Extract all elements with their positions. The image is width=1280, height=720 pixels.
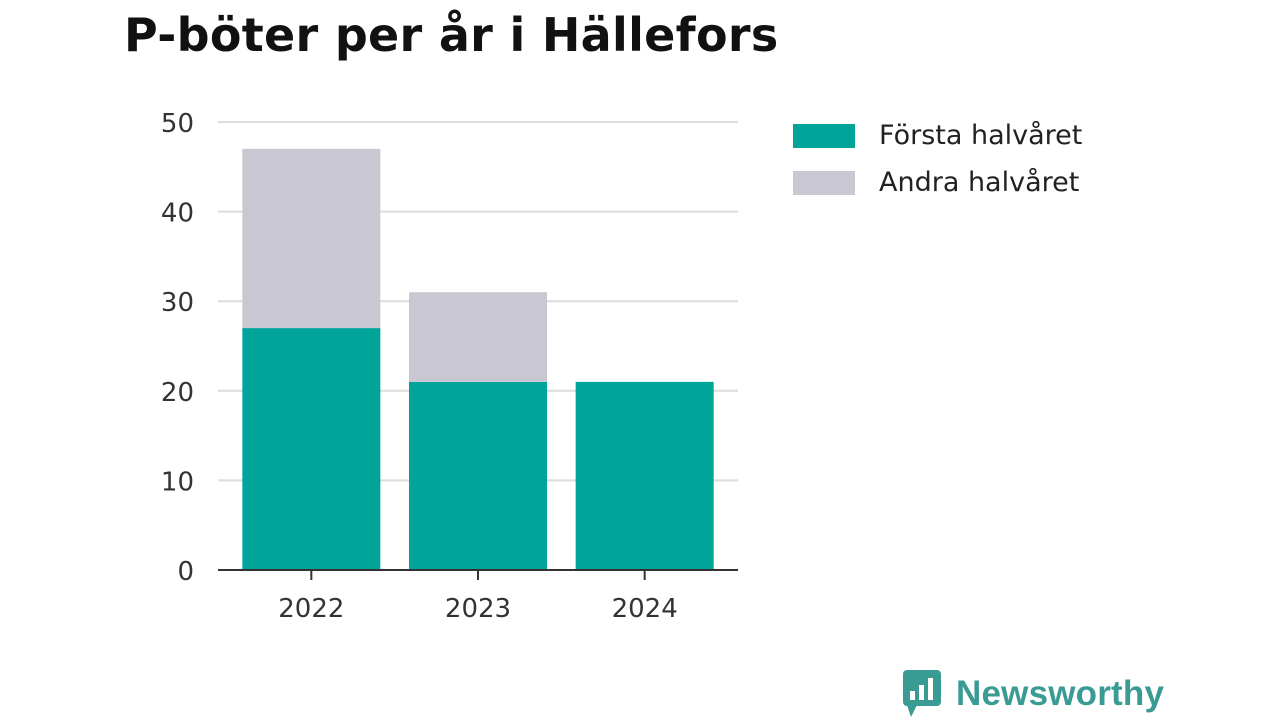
bars	[242, 148, 714, 570]
x-tick-label-2023: 2023	[445, 594, 511, 624]
bar-2022-forsta	[242, 328, 381, 570]
legend-item-andra: Andra halvåret	[793, 159, 1082, 206]
y-tick-label: 50	[161, 109, 194, 139]
x-axis	[218, 569, 738, 580]
bar-chart-speech-bubble-icon	[903, 670, 941, 717]
legend-swatch-andra	[793, 170, 855, 195]
x-tick-label-2022: 2022	[278, 594, 344, 624]
bar-2023-forsta	[409, 381, 547, 570]
chart-title: P-böter per år i Hällefors	[124, 8, 779, 62]
bar-2024-forsta	[575, 381, 714, 570]
y-tick-label: 30	[161, 288, 194, 318]
x-tick-labels: 2022 2023 2024	[278, 594, 678, 624]
legend-label-forsta: Första halvåret	[879, 120, 1083, 151]
brand-name: Newsworthy	[956, 674, 1165, 713]
legend-item-forsta: Första halvåret	[793, 112, 1082, 159]
legend-swatch-forsta	[793, 123, 855, 148]
y-tick-labels: 0 10 20 30 40 50	[161, 109, 194, 587]
y-tick-label: 10	[161, 467, 194, 497]
x-tick-label-2024: 2024	[612, 594, 678, 624]
bar-2022-andra	[242, 148, 381, 329]
y-tick-label: 0	[177, 557, 194, 587]
newsworthy-logo: Newsworthy	[902, 669, 1164, 719]
y-tick-label: 20	[161, 378, 194, 408]
bar-2023-andra	[409, 292, 547, 382]
legend-label-andra: Andra halvåret	[879, 167, 1080, 198]
y-tick-label: 40	[161, 199, 194, 229]
legend: Första halvåret Andra halvåret	[793, 112, 1082, 206]
